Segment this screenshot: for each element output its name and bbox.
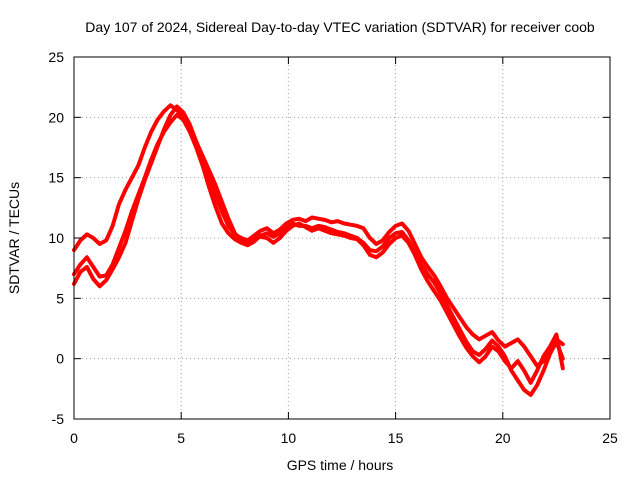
x-tick-label: 10 (281, 430, 297, 446)
y-tick-label: 10 (48, 230, 64, 246)
x-tick-label: 5 (177, 430, 185, 446)
y-tick-label: 20 (48, 109, 64, 125)
x-axis-label: GPS time / hours (287, 457, 394, 473)
chart-title: Day 107 of 2024, Sidereal Day-to-day VTE… (85, 19, 595, 35)
y-tick-label: 0 (56, 351, 64, 367)
y-tick-label: 25 (48, 49, 64, 65)
y-tick-label: -5 (52, 411, 65, 427)
x-tick-label: 15 (388, 430, 404, 446)
x-tick-label: 0 (70, 430, 78, 446)
series-layer (72, 103, 565, 397)
x-tick-label: 25 (602, 430, 618, 446)
series-line-3 (72, 104, 565, 385)
y-tick-label: 15 (48, 170, 64, 186)
tick-layer: 0 5 10 15 20 25 -5 0 5 10 15 20 25 (48, 49, 618, 446)
y-axis-label: SDTVAR / TECUs (6, 182, 22, 294)
x-tick-label: 20 (495, 430, 511, 446)
series-line-1 (72, 103, 565, 368)
y-tick-label: 5 (56, 290, 64, 306)
